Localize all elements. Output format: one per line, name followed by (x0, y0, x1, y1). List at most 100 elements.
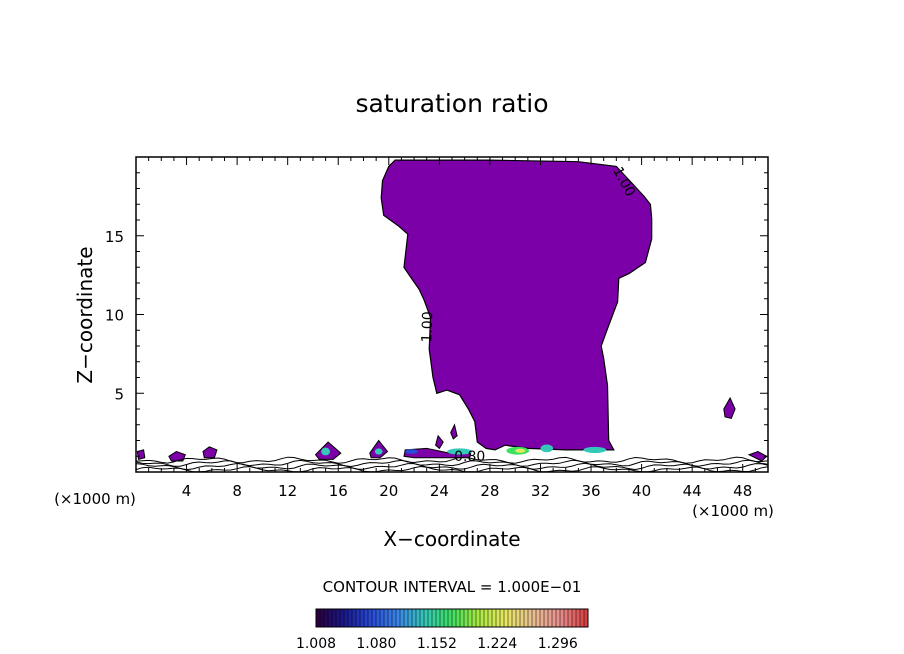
hot-spot (321, 447, 330, 456)
colorbar-cell (384, 609, 389, 627)
colorbar (315, 608, 589, 628)
x-tick-label: 44 (683, 482, 702, 500)
hot-spot (446, 448, 473, 455)
colorbar-label: 1.152 (417, 636, 457, 652)
colorbar-cell (520, 609, 525, 627)
colorbar-cell (536, 609, 541, 627)
colorbar-cell (524, 609, 529, 627)
x-tick-label: 28 (480, 482, 499, 500)
chart-title: saturation ratio (355, 89, 548, 118)
colorbar-cell (372, 609, 377, 627)
contour-label: 1.00 (419, 311, 436, 343)
colorbar-cell (324, 609, 329, 627)
colorbar-label: 1.296 (538, 636, 578, 652)
small-saturation-region (403, 447, 472, 459)
small-saturation-region (168, 450, 186, 462)
colorbar-cell (392, 609, 397, 627)
colorbar-cell (352, 609, 357, 627)
x-tick-label: 16 (329, 482, 348, 500)
colorbar-cell (416, 609, 421, 627)
y-axis-label: Z−coordinate (73, 246, 97, 383)
colorbar-cell (540, 609, 545, 627)
colorbar-cell (544, 609, 549, 627)
colorbar-cell (556, 609, 561, 627)
colorbar-cell (436, 609, 441, 627)
colorbar-cell (560, 609, 565, 627)
colorbar-cell (516, 609, 521, 627)
small-saturation-region (136, 449, 146, 461)
colorbar-cell (480, 609, 485, 627)
colorbar-cell (580, 609, 585, 627)
colorbar-cell (452, 609, 457, 627)
colorbar-cell (432, 609, 437, 627)
colorbar-cell (328, 609, 333, 627)
hot-spot (374, 448, 383, 455)
colorbar-cell (348, 609, 353, 627)
x-tick-label: 8 (232, 482, 242, 500)
small-saturation-region (723, 396, 736, 419)
colorbar-cell (424, 609, 429, 627)
colorbar-cell (420, 609, 425, 627)
colorbar-cell (504, 609, 509, 627)
colorbar-cell (408, 609, 413, 627)
x-unit-left: (×1000 m) (54, 490, 136, 508)
y-tick-label: 15 (105, 228, 124, 246)
x-tick-label: 4 (182, 482, 192, 500)
colorbar-cell (512, 609, 517, 627)
colorbar-cell (340, 609, 345, 627)
colorbar-cell (552, 609, 557, 627)
axis-ticks (135, 156, 769, 473)
x-axis-label: X−coordinate (383, 527, 520, 551)
colorbar-cell (336, 609, 341, 627)
hot-spot (583, 446, 607, 454)
colorbar-cell (332, 609, 337, 627)
colorbar-cell (320, 609, 325, 627)
colorbar-cell (448, 609, 453, 627)
colorbar-cell (576, 609, 581, 627)
colorbar-cell (532, 609, 537, 627)
colorbar-cell (356, 609, 361, 627)
colorbar-cell (488, 609, 493, 627)
main-saturation-region (380, 159, 653, 451)
x-tick-label: 36 (581, 482, 600, 500)
hot-spot (515, 448, 526, 453)
surface-contour-line (135, 459, 769, 468)
colorbar-cell (360, 609, 365, 627)
colorbar-cell (316, 609, 321, 627)
colorbar-frame (315, 608, 589, 628)
colorbar-cell (376, 609, 381, 627)
colorbar-cell (548, 609, 553, 627)
colorbar-cell (492, 609, 497, 627)
contour-label: 0.80 (454, 449, 485, 465)
colorbar-cell (464, 609, 469, 627)
colorbar-cell (444, 609, 449, 627)
colorbar-cell (388, 609, 393, 627)
colorbar-labels: 1.008 1.080 1.152 1.224 1.296 (296, 636, 578, 652)
colorbar-cell (440, 609, 445, 627)
colorbar-cell (572, 609, 577, 627)
x-tick-label: 48 (733, 482, 752, 500)
colorbar-cell (380, 609, 385, 627)
y-tick-label: 5 (114, 385, 124, 403)
colorbar-cell (500, 609, 505, 627)
hot-spot (540, 444, 554, 453)
small-saturation-region (450, 423, 458, 440)
y-tick-label: 10 (105, 307, 124, 325)
colorbar-cell (584, 609, 589, 627)
colorbar-cell (508, 609, 513, 627)
y-tick-labels: 5 10 15 (105, 228, 124, 404)
colorbar-cell (400, 609, 405, 627)
colorbar-cell (428, 609, 433, 627)
x-tick-label: 32 (531, 482, 550, 500)
x-unit-right: (×1000 m) (692, 502, 774, 520)
colorbar-cell (472, 609, 477, 627)
colorbar-cell (568, 609, 573, 627)
contour-interval-label: CONTOUR INTERVAL = 1.000E−01 (323, 578, 582, 596)
colorbar-cell (528, 609, 533, 627)
hot-spot (405, 449, 418, 454)
colorbar-cell (460, 609, 465, 627)
colorbar-cell (484, 609, 489, 627)
colorbar-cell (564, 609, 569, 627)
colorbar-cell (396, 609, 401, 627)
